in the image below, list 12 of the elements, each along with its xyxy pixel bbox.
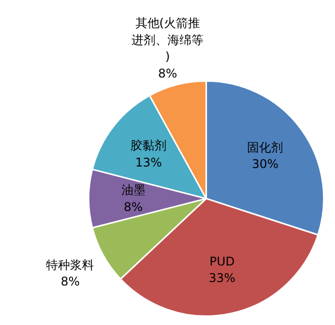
data-label: 33% — [208, 271, 236, 286]
slice-label: 胶黏剂 — [130, 138, 167, 152]
data-label: 13% — [135, 155, 162, 170]
slice-label: PUD — [209, 254, 235, 268]
slice-label: 油墨 — [121, 183, 146, 198]
data-label: 8% — [158, 66, 178, 80]
slice-label: 特种浆料 — [46, 258, 94, 272]
slice-label: 固化剂 — [247, 140, 284, 154]
data-label: 8% — [124, 200, 143, 214]
slice-label: 其他(火箭推进剂、海绵等) — [132, 16, 204, 64]
data-label: 8% — [60, 274, 80, 289]
data-label: 30% — [252, 157, 278, 172]
